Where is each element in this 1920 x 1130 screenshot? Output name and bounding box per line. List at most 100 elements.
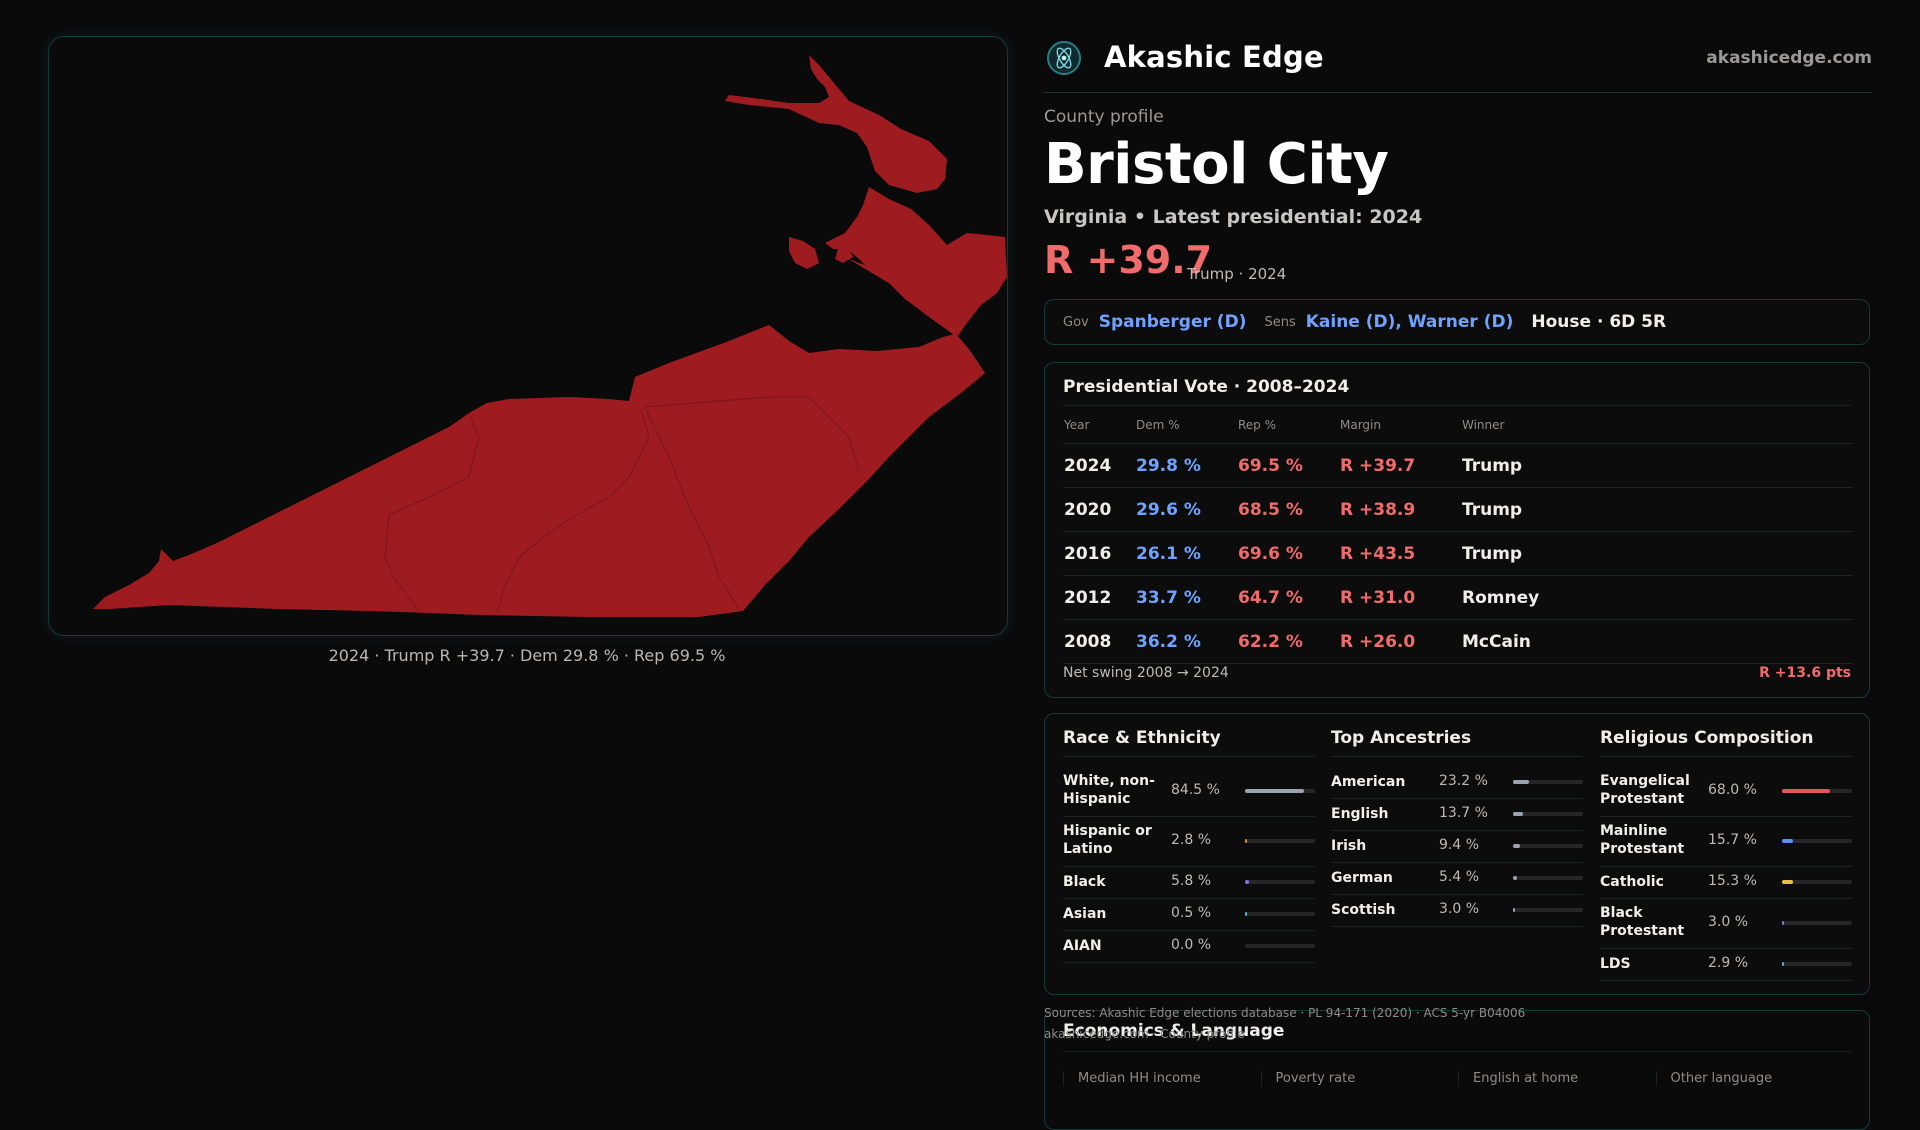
row-dem: 29.8 %: [1135, 443, 1237, 488]
row-margin: R +39.7: [1339, 443, 1461, 488]
row-dem: 26.1 %: [1135, 531, 1237, 576]
row-rep: 64.7 %: [1237, 575, 1339, 620]
row-dem: 36.2 %: [1135, 619, 1237, 664]
religion-bar-fill: [1782, 962, 1785, 966]
religion-pct: 15.3 %: [1708, 873, 1757, 889]
row-margin: R +38.9: [1339, 487, 1461, 532]
ancestry-bar-fill: [1513, 844, 1520, 848]
atom-logo-icon[interactable]: [1046, 40, 1082, 76]
row-dem: 29.6 %: [1135, 487, 1237, 532]
row-winner: Trump: [1461, 443, 1853, 488]
presidential-vote-card: Presidential Vote · 2008–2024 Year Dem %…: [1044, 362, 1870, 698]
ancestry-row: English 13.7 %: [1331, 798, 1583, 831]
brand-name[interactable]: Akashic Edge: [1104, 40, 1324, 74]
ancestry-label: German: [1331, 870, 1393, 886]
presidential-vote-title: Presidential Vote · 2008–2024: [1063, 377, 1350, 397]
ancestry-pct: 9.4 %: [1439, 837, 1480, 853]
race-label: Black: [1063, 874, 1106, 890]
race-label: White, non-Hispanic: [1063, 773, 1155, 807]
ancestry-label: English: [1331, 806, 1389, 822]
net-swing-value: R +13.6 pts: [1759, 665, 1851, 681]
race-pct: 5.8 %: [1171, 873, 1212, 889]
sources-line: Sources: Akashic Edge elections database…: [1044, 1006, 1526, 1020]
row-winner: McCain: [1461, 619, 1853, 664]
county-map[interactable]: [49, 37, 1007, 635]
sens-label: Sens: [1264, 314, 1296, 330]
ancestry-pct: 23.2 %: [1439, 773, 1488, 789]
governor-value: Spanberger (D): [1098, 312, 1247, 332]
race-row: Hispanic or Latino 2.8 %: [1063, 816, 1315, 867]
race-row: Asian 0.5 %: [1063, 898, 1315, 931]
latest-margin: R +39.7: [1044, 238, 1213, 282]
religion-row: Black Protestant 3.0 %: [1600, 898, 1852, 949]
race-bar-fill: [1245, 912, 1247, 916]
religion-bar-fill: [1782, 839, 1793, 843]
race-label: AIAN: [1063, 938, 1102, 954]
ancestry-label: Irish: [1331, 838, 1367, 854]
religion-pct: 15.7 %: [1708, 832, 1757, 848]
race-row: AIAN 0.0 %: [1063, 930, 1315, 963]
row-winner: Romney: [1461, 575, 1853, 620]
race-bar: [1245, 944, 1315, 948]
ancestry-pct: 13.7 %: [1439, 805, 1488, 821]
religion-pct: 3.0 %: [1708, 914, 1749, 930]
county-shape[interactable]: [93, 55, 1007, 617]
ancestry-bar: [1513, 844, 1583, 848]
table-row: 2016 26.1 % 69.6 % R +43.5 Trump: [1063, 531, 1853, 576]
econ-col-other-language: Other language: [1655, 1071, 1854, 1086]
race-label: Hispanic or Latino: [1063, 823, 1152, 857]
row-margin: R +26.0: [1339, 619, 1461, 664]
race-bar: [1245, 839, 1315, 843]
row-year: 2024: [1063, 443, 1135, 488]
ancestry-row: Irish 9.4 %: [1331, 830, 1583, 863]
race-title: Race & Ethnicity: [1063, 728, 1221, 748]
row-rep: 69.5 %: [1237, 443, 1339, 488]
col-dem: Dem %: [1135, 407, 1237, 444]
race-bar: [1245, 880, 1315, 884]
row-rep: 68.5 %: [1237, 487, 1339, 532]
religion-pct: 2.9 %: [1708, 955, 1749, 971]
table-header-row: Year Dem % Rep % Margin Winner: [1063, 407, 1853, 444]
row-rep: 62.2 %: [1237, 619, 1339, 664]
row-year: 2020: [1063, 487, 1135, 532]
religion-label: Mainline Protestant: [1600, 823, 1685, 857]
race-pct: 2.8 %: [1171, 832, 1212, 848]
presidential-vote-table: Year Dem % Rep % Margin Winner 2024 29.8…: [1063, 407, 1853, 664]
row-year: 2008: [1063, 619, 1135, 664]
race-pct: 84.5 %: [1171, 782, 1220, 798]
row-winner: Trump: [1461, 531, 1853, 576]
religion-bar: [1782, 880, 1852, 884]
ancestry-bar-fill: [1513, 876, 1517, 880]
religion-label: Evangelical Protestant: [1600, 773, 1690, 807]
religion-bar-fill: [1782, 789, 1830, 793]
religion-bar-fill: [1782, 880, 1793, 884]
site-domain[interactable]: akashicedge.com: [1706, 48, 1872, 68]
ancestry-title: Top Ancestries: [1331, 728, 1472, 748]
religion-title: Religious Composition: [1600, 728, 1814, 748]
demographics-card: Race & Ethnicity White, non-Hispanic 84.5…: [1044, 713, 1870, 995]
race-row: White, non-Hispanic 84.5 %: [1063, 766, 1315, 817]
religion-label: Catholic: [1600, 874, 1664, 890]
map-panel: [48, 36, 1008, 636]
profile-panel: Akashic Edge akashicedge.com County prof…: [1044, 0, 1872, 1130]
county-internal-borders: [384, 396, 860, 614]
col-rep: Rep %: [1237, 407, 1339, 444]
table-row: 2024 29.8 % 69.5 % R +39.7 Trump: [1063, 443, 1853, 488]
row-dem: 33.7 %: [1135, 575, 1237, 620]
ancestry-row: Scottish 3.0 %: [1331, 894, 1583, 927]
col-winner: Winner: [1461, 407, 1853, 444]
religion-bar: [1782, 789, 1852, 793]
econ-col-poverty: Poverty rate: [1260, 1071, 1459, 1086]
religion-bar: [1782, 962, 1852, 966]
ancestry-row: German 5.4 %: [1331, 862, 1583, 895]
ancestry-bar-fill: [1513, 908, 1516, 912]
religion-bar: [1782, 921, 1852, 925]
ancestry-label: Scottish: [1331, 902, 1396, 918]
race-bar-fill: [1245, 839, 1247, 843]
religion-row: LDS 2.9 %: [1600, 948, 1852, 981]
officials-bar: Gov Spanberger (D) Sens Kaine (D), Warne…: [1044, 299, 1870, 345]
ancestry-pct: 3.0 %: [1439, 901, 1480, 917]
ancestry-bar: [1513, 812, 1583, 816]
economics-title: Economics & Language: [1063, 1021, 1285, 1041]
row-rep: 69.6 %: [1237, 531, 1339, 576]
